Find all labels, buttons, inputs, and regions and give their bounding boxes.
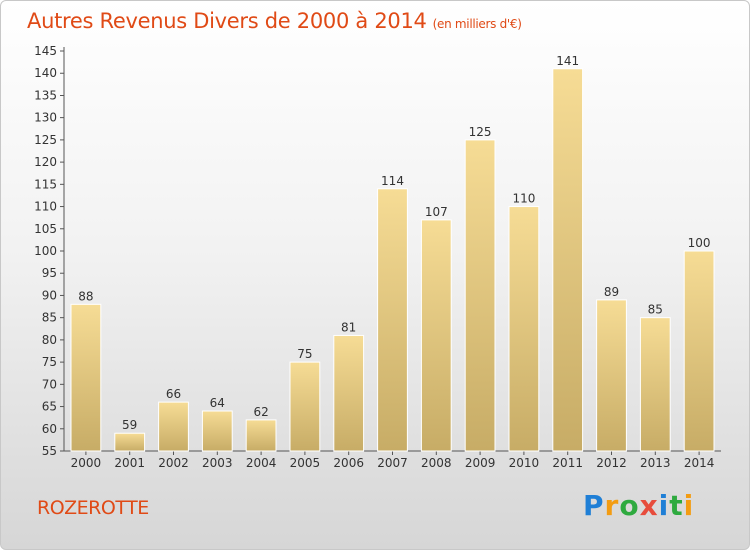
chart-title: Autres Revenus Divers de 2000 à 2014 (en … (27, 9, 522, 33)
y-tick-label: 100 (34, 244, 57, 258)
data-label: 141 (556, 54, 579, 68)
data-label: 62 (253, 405, 268, 419)
bar (683, 250, 715, 452)
y-tick-label: 140 (34, 66, 57, 80)
logo-letter: i (658, 489, 670, 522)
x-tick-label: 2001 (114, 456, 145, 470)
x-tick-label: 2002 (158, 456, 189, 470)
logo-letter: r (604, 489, 620, 522)
y-tick-label: 65 (42, 400, 57, 414)
bar (289, 361, 321, 452)
data-label: 89 (604, 285, 619, 299)
x-tick-label: 2006 (333, 456, 364, 470)
x-tick-label: 2010 (509, 456, 540, 470)
x-tick-label: 2003 (202, 456, 233, 470)
bar (114, 432, 146, 452)
data-label: 110 (512, 192, 535, 206)
bars (70, 68, 715, 452)
x-tick-label: 2012 (596, 456, 627, 470)
bar (245, 419, 277, 452)
bar (508, 206, 540, 452)
data-label: 59 (122, 418, 137, 432)
y-tick-label: 135 (34, 88, 57, 102)
y-tick-label: 130 (34, 111, 57, 125)
data-label: 125 (469, 125, 492, 139)
x-tick-label: 2013 (640, 456, 671, 470)
x-tick-label: 2004 (246, 456, 277, 470)
data-label: 66 (166, 387, 181, 401)
bar (464, 139, 496, 452)
bar (377, 188, 408, 452)
bar (70, 303, 102, 452)
data-label: 85 (648, 303, 663, 317)
y-tick-label: 60 (42, 422, 57, 436)
y-tick-label: 110 (34, 200, 57, 214)
y-tick-label: 75 (42, 355, 57, 369)
data-label: 88 (78, 289, 93, 303)
bar (552, 68, 584, 452)
x-tick-label: 2007 (377, 456, 408, 470)
data-label: 107 (425, 205, 448, 219)
y-tick-label: 80 (42, 333, 57, 347)
bar (158, 401, 189, 452)
data-label: 81 (341, 320, 356, 334)
y-tick-label: 55 (42, 444, 57, 458)
logo-letter: P (583, 489, 605, 522)
y-tick-label: 125 (34, 133, 57, 147)
bar (201, 410, 233, 452)
bar (420, 219, 452, 452)
logo-letter: t (669, 489, 684, 522)
y-tick-label: 85 (42, 311, 57, 325)
proxiti-logo: Proxiti (583, 489, 694, 522)
x-tick-label: 2008 (421, 456, 452, 470)
axes: 55 60 65 70 75 80 85 90 95 100 105 110 115 120 125 130 1… (34, 44, 721, 470)
x-tick-label: 2005 (290, 456, 321, 470)
data-labels: 88 59 66 64 62 75 81 114 107 125 110 141 89 85 100 (78, 54, 710, 432)
town-name: ROZEROTTE (37, 497, 149, 519)
y-tick-label: 95 (42, 266, 57, 280)
chart-title-text: Autres Revenus Divers de 2000 à 2014 (27, 9, 427, 33)
logo-letter: i (683, 489, 695, 522)
x-tick-label: 2009 (465, 456, 496, 470)
bar (596, 299, 627, 452)
bar (639, 317, 671, 452)
y-tick-label: 70 (42, 377, 57, 391)
data-label: 100 (688, 236, 711, 250)
x-tick-label: 2014 (684, 456, 715, 470)
y-tick-label: 120 (34, 155, 57, 169)
y-tick-label: 115 (34, 177, 57, 191)
chart-subtitle: (en milliers d'€) (432, 17, 522, 31)
y-tick-label: 105 (34, 222, 57, 236)
logo-letter: x (639, 489, 659, 522)
logo-letter: o (619, 489, 640, 522)
data-label: 64 (210, 396, 225, 410)
y-tick-label: 90 (42, 288, 57, 302)
data-label: 114 (381, 174, 404, 188)
data-label: 75 (297, 347, 312, 361)
bar (333, 334, 365, 452)
x-tick-label: 2011 (552, 456, 583, 470)
x-tick-label: 2000 (71, 456, 102, 470)
y-tick-label: 145 (34, 44, 57, 58)
